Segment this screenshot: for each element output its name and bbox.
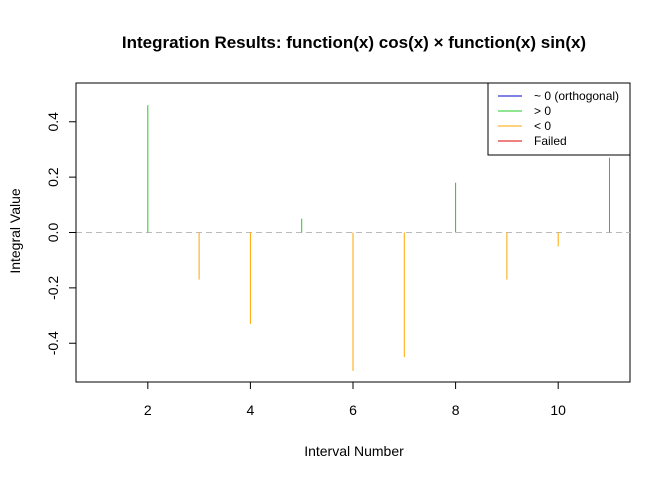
x-tick-label: 2 — [144, 402, 152, 418]
x-axis-label: Interval Number — [304, 443, 404, 459]
y-tick-label: -0.2 — [45, 276, 61, 300]
chart-title: Integration Results: function(x) cos(x) … — [122, 33, 586, 52]
legend-label: Failed — [534, 134, 567, 148]
x-tick-label: 10 — [550, 402, 566, 418]
legend-label: ~ 0 (orthogonal) — [534, 89, 619, 103]
x-tick-label: 8 — [452, 402, 460, 418]
y-tick-label: -0.4 — [45, 331, 61, 355]
bars-group — [147, 105, 610, 371]
legend-label: > 0 — [534, 104, 551, 118]
legend-label: < 0 — [534, 119, 551, 133]
y-axis: -0.4 -0.2 0.0 0.2 0.4 — [45, 112, 77, 355]
x-tick-label: 4 — [247, 402, 255, 418]
y-tick-label: 0.0 — [45, 223, 61, 243]
legend-box — [487, 82, 631, 156]
y-axis-label: Integral Value — [7, 188, 23, 274]
y-tick-label: 0.4 — [45, 112, 61, 132]
y-tick-label: 0.2 — [45, 167, 61, 187]
x-tick-label: 6 — [349, 402, 357, 418]
x-axis: 2 4 6 8 10 — [144, 381, 566, 418]
